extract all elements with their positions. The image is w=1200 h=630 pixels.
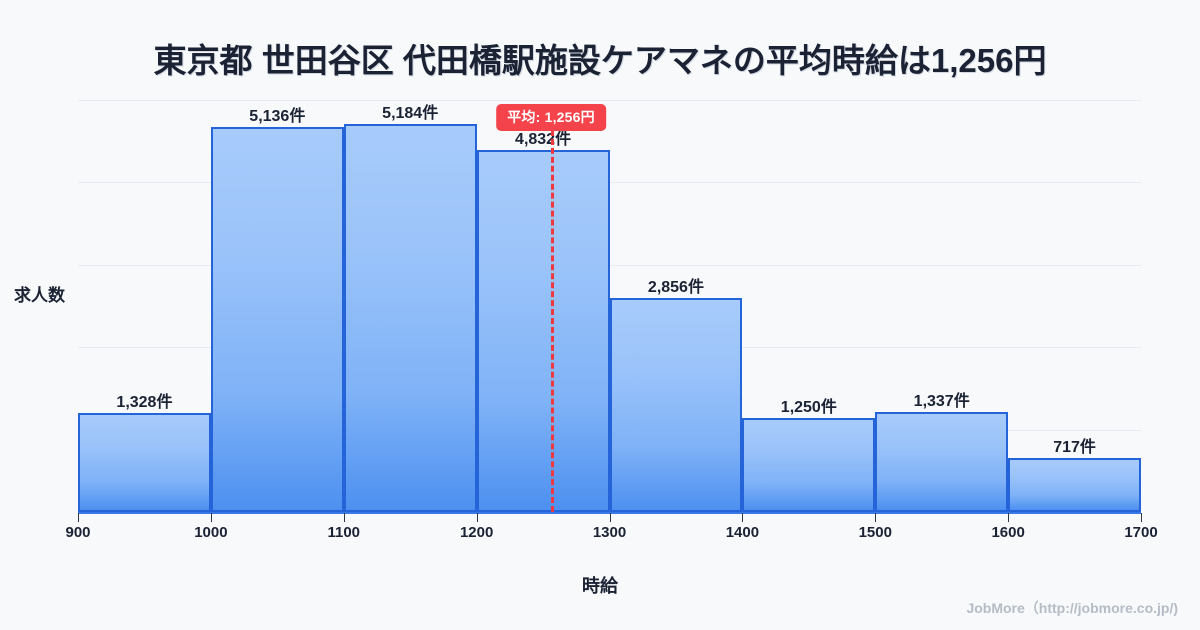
bar-value-label: 2,856件 [647, 279, 704, 297]
x-tick-mark [742, 513, 744, 522]
x-tick-mark [78, 513, 79, 522]
gridline [78, 100, 1141, 101]
bar-value-label: 1,250件 [780, 399, 837, 417]
x-tick-label: 1400 [725, 524, 760, 541]
x-tick-mark [210, 513, 212, 522]
gridline [78, 264, 1141, 266]
bar [1008, 458, 1141, 512]
x-tick-label: 1600 [991, 524, 1025, 541]
bar-value-label: 5,136件 [249, 108, 306, 126]
page-title: 東京都 世田谷区 代田橋駅施設ケアマネの平均時給は1,256円 [153, 42, 1047, 79]
x-tick-label: 900 [65, 524, 91, 541]
x-tick-label: 1200 [459, 524, 494, 541]
bar-value-label: 4,832件 [515, 131, 572, 149]
bar-value-label: 1,328件 [116, 393, 173, 411]
x-tick-label: 1700 [1124, 524, 1158, 541]
x-axis-label: 時給 [582, 576, 618, 596]
y-axis-label: 求人数 [14, 286, 65, 305]
average-badge: 平均: 1,256円 [496, 104, 606, 131]
bar [609, 298, 743, 512]
average-line [551, 130, 555, 512]
x-tick-label: 1100 [327, 524, 361, 541]
x-tick-label: 1500 [858, 524, 892, 541]
x-tick-mark [875, 513, 877, 522]
footer-attribution: JobMore（http://jobmore.co.jp/) [966, 600, 1178, 616]
bar-value-label: 5,184件 [382, 104, 439, 122]
bar-value-label: 1,337件 [913, 392, 970, 410]
x-tick-mark [1008, 513, 1010, 522]
x-tick-mark [476, 513, 478, 522]
bar [343, 123, 477, 512]
gridline [78, 182, 1141, 184]
x-tick-label: 1000 [194, 524, 228, 541]
bar [210, 127, 344, 512]
bar [78, 412, 211, 512]
x-tick-mark [343, 513, 345, 522]
x-tick-label: 1300 [592, 524, 627, 541]
bar [476, 150, 610, 512]
x-tick-mark [1141, 513, 1142, 522]
bar-value-label: 717件 [1053, 439, 1096, 457]
x-tick-mark [609, 513, 611, 522]
bar [742, 418, 876, 512]
bar [875, 411, 1009, 512]
